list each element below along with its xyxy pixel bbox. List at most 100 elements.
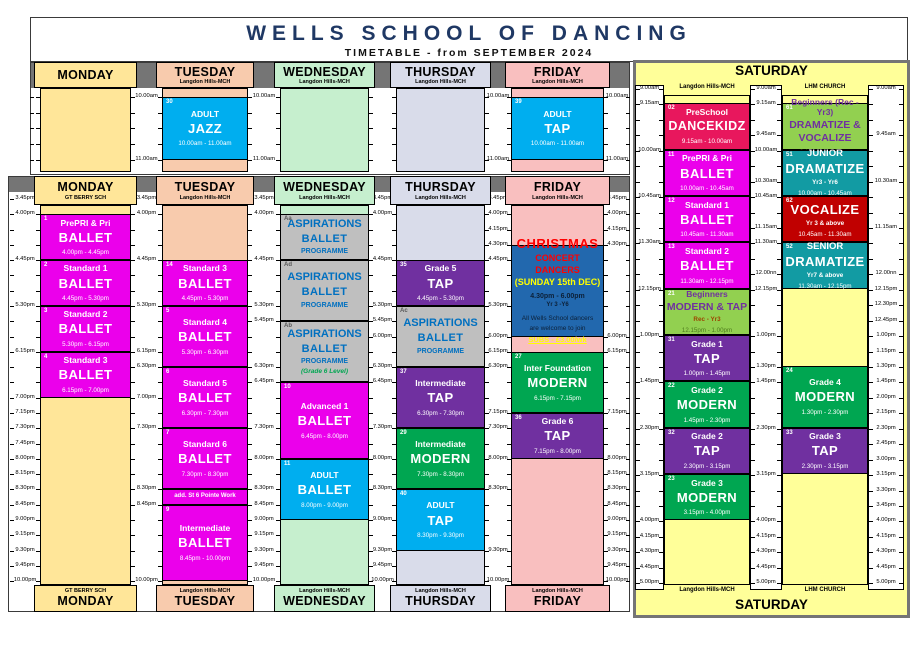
time-label: 5.00pm xyxy=(639,579,660,586)
tick-mark xyxy=(869,505,873,507)
tick-mark xyxy=(659,521,663,523)
tick-mark xyxy=(485,474,489,476)
time-label: 9.15pm xyxy=(607,531,627,538)
time-label: 10.00pm xyxy=(486,577,510,584)
class-level: ADULT xyxy=(543,108,572,119)
time-label: 5.00pm xyxy=(876,579,896,586)
tick-mark xyxy=(392,565,396,567)
class-name: DRAMATIZE xyxy=(785,161,865,177)
tick-mark xyxy=(604,443,608,445)
time-label: 11.00am xyxy=(486,155,510,162)
class-name: TAP xyxy=(811,443,839,459)
tick-mark xyxy=(751,150,755,152)
class-name: MODERN xyxy=(794,389,856,405)
tick-mark xyxy=(10,275,14,277)
main-time-ruler: 3.45pm 4.00pm 4.15pm 4.30pm 6.00pm 6.15pm 7.15… xyxy=(604,195,630,585)
time-label: 3.45pm xyxy=(254,195,274,201)
time-label: 4.45pm xyxy=(254,256,274,263)
time-label: 7.15pm xyxy=(607,408,627,415)
tick-mark xyxy=(604,214,608,216)
class-time: 3.15pm - 4.00pm xyxy=(683,509,731,517)
tick-mark xyxy=(751,428,755,430)
day-header-tab-thursday: THURSDAY Langdon Hills-MCH xyxy=(390,176,491,205)
tick-mark xyxy=(10,397,14,399)
tick-mark xyxy=(777,89,781,90)
class-level: Standard 3 xyxy=(183,263,227,274)
tick-mark xyxy=(369,443,373,445)
tick-mark xyxy=(869,382,873,384)
tick-mark xyxy=(158,275,162,277)
tick-mark xyxy=(636,119,640,121)
tick-mark xyxy=(485,305,489,307)
time-label: 11.15am xyxy=(874,223,898,230)
class-time: 7.30pm - 8.30pm xyxy=(181,471,229,478)
tick-mark xyxy=(751,351,755,353)
class-name: BALLET xyxy=(680,211,734,227)
tick-mark xyxy=(777,166,781,168)
time-label: 7.00pm xyxy=(136,393,157,400)
tick-mark xyxy=(507,504,511,506)
class-level: Advanced 1 xyxy=(300,401,349,411)
day-header-tab-tuesday: TUESDAY Langdon Hills-MCH xyxy=(156,62,254,88)
time-label: 9.00pm xyxy=(15,515,35,522)
tick-mark xyxy=(777,135,781,137)
time-label: 4.45pm xyxy=(876,563,896,570)
class-block: 62 VOCALIZE Yr 3 & above 10.45am - 11.30am xyxy=(782,196,868,243)
tick-mark xyxy=(777,583,781,585)
time-label: 11.30am xyxy=(754,239,778,246)
tick-mark xyxy=(158,412,162,414)
class-number: 11 xyxy=(284,460,291,467)
class-time: 1.30pm - 2.30pm xyxy=(801,409,849,416)
tick-mark xyxy=(659,490,663,492)
tick-mark xyxy=(869,243,873,245)
tick-mark xyxy=(899,289,903,291)
tick-mark xyxy=(751,274,755,276)
time-label: 4.30pm xyxy=(488,240,508,247)
tick-mark xyxy=(899,227,903,229)
tick-mark xyxy=(636,382,640,384)
time-label: 9.00am xyxy=(756,85,776,91)
tick-mark xyxy=(507,214,511,216)
class-subtitle: PROGRAMME xyxy=(416,347,465,355)
class-name: TAP xyxy=(427,390,454,406)
time-label: 4.00pm xyxy=(136,210,157,217)
tick-mark xyxy=(899,243,903,245)
tick-mark xyxy=(369,128,373,130)
time-label: 4.45pm xyxy=(756,563,776,570)
class-block: 35 Grade 5 TAP 4.45pm - 5.30pm xyxy=(396,260,485,306)
class-level: Inter Foundation xyxy=(523,362,592,373)
day-name: WEDNESDAY xyxy=(283,594,366,609)
class-level: Grade 5 xyxy=(424,263,457,274)
tick-mark xyxy=(248,397,252,399)
tick-mark xyxy=(158,128,162,130)
tick-mark xyxy=(10,336,14,338)
tick-mark xyxy=(869,475,873,477)
tick-mark xyxy=(10,244,14,246)
tick-mark xyxy=(30,144,34,145)
tick-mark xyxy=(777,490,781,492)
class-level: JUNIOR xyxy=(807,147,843,159)
tick-mark xyxy=(131,474,135,476)
tick-mark xyxy=(369,519,373,521)
time-label: 6.00pm xyxy=(372,332,393,339)
tick-mark xyxy=(30,128,34,130)
tick-mark xyxy=(10,504,14,506)
tick-mark xyxy=(369,351,373,353)
time-label: 9.15am xyxy=(756,100,776,107)
class-name: BALLET xyxy=(178,275,232,291)
tick-mark xyxy=(10,382,14,384)
tick-mark xyxy=(158,474,162,476)
tick-mark xyxy=(626,382,630,384)
time-label: 8.00pm xyxy=(372,454,393,461)
tick-mark xyxy=(626,199,630,200)
class-number: 5 xyxy=(166,307,170,314)
time-label: 9.00pm xyxy=(372,515,393,522)
venue-label: Langdon Hills-MCH xyxy=(532,79,583,86)
time-label: 10.00am xyxy=(638,146,661,153)
tick-mark xyxy=(777,227,781,229)
tick-mark xyxy=(158,565,162,567)
class-number: 27 xyxy=(515,353,522,360)
time-label: 6.30pm xyxy=(488,363,508,370)
class-time: 7.30pm - 8.30pm xyxy=(417,471,464,478)
time-label: 4.15pm xyxy=(639,532,660,539)
